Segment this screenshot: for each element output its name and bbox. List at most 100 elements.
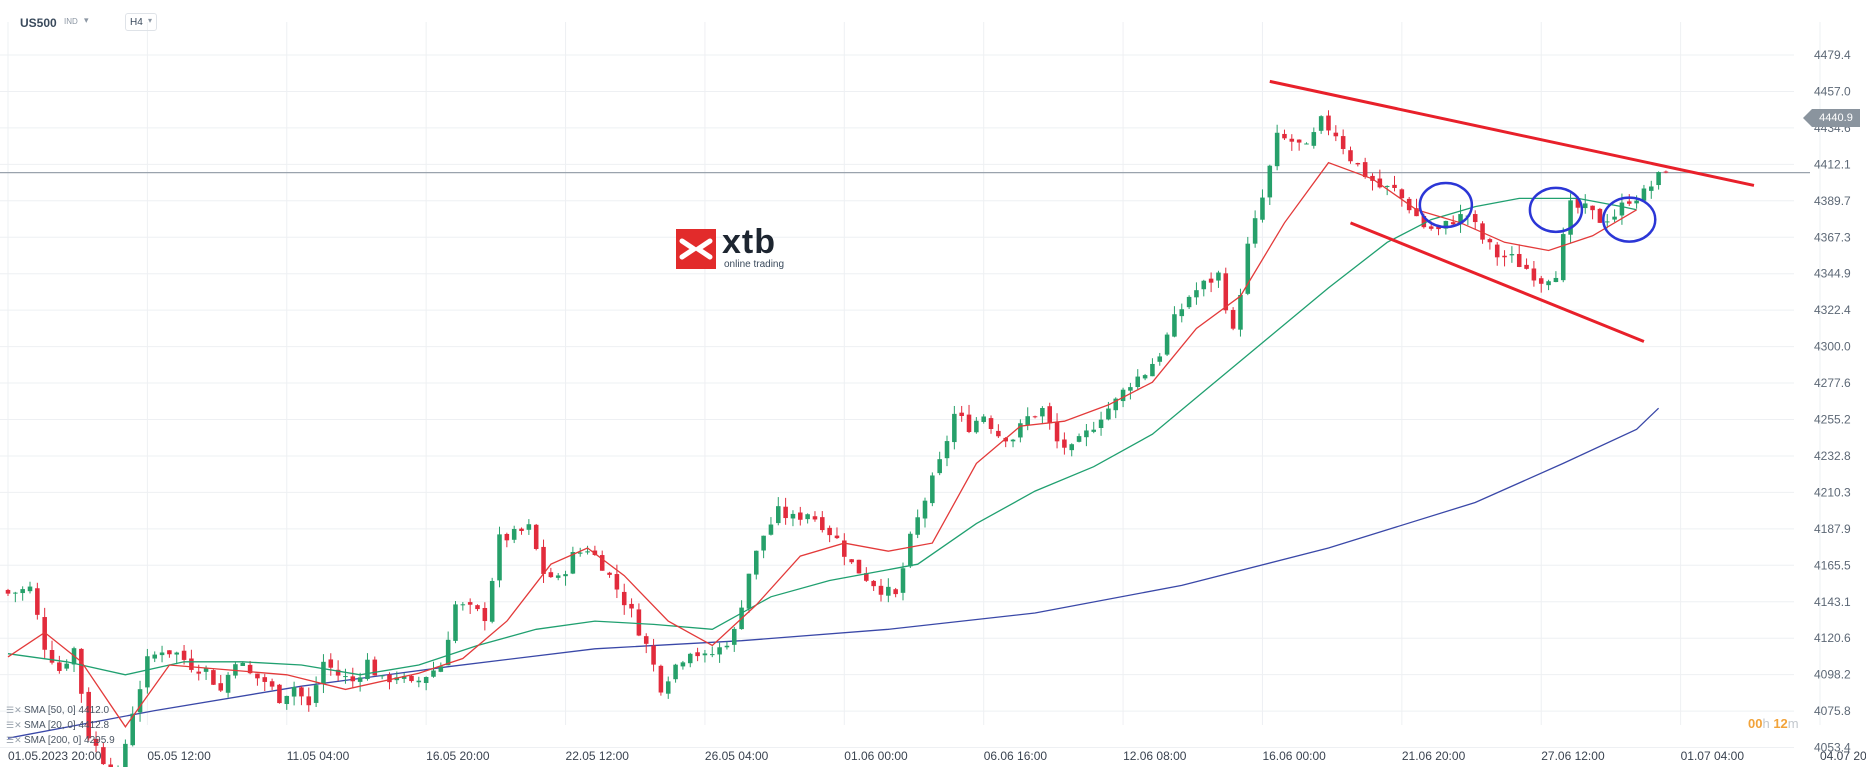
candle-body (240, 662, 246, 666)
candle-body (482, 607, 488, 622)
candle-body (651, 645, 656, 665)
candle-body (1135, 376, 1141, 388)
candle-body (1575, 198, 1581, 208)
candle-body (247, 664, 253, 674)
candle-body (643, 636, 649, 644)
candle-body (1480, 223, 1485, 240)
candle-body (614, 574, 620, 590)
indicator-settings-icon[interactable]: ☰✕ (6, 735, 22, 745)
circle-annotation[interactable] (1602, 196, 1657, 243)
candle-body (1362, 162, 1368, 178)
price-axis[interactable]: 4479.44457.04434.64412.14389.74367.34344… (1814, 48, 1851, 755)
time-axis[interactable]: 01.05.2023 20:00 05.05 12:00 11.05 04:00 16… (8, 749, 1866, 763)
candle-body (335, 669, 341, 676)
x-tick-label: 04.07 20:00 (1820, 749, 1866, 763)
candle-body (1443, 220, 1449, 229)
legend-sma50[interactable]: ☰✕ SMA [50, 0] 4412.0 (6, 705, 110, 716)
candle-body (959, 412, 964, 417)
candle-body (1553, 277, 1559, 283)
candle-body (291, 686, 297, 697)
y-tick-label: 4075.8 (1814, 704, 1851, 718)
candle-body (497, 534, 502, 581)
candle-body (1062, 439, 1067, 448)
candle-body (526, 524, 532, 530)
candle-body (1164, 334, 1170, 355)
candle-body (431, 670, 436, 677)
xtb-logo: xtb online trading (676, 223, 800, 270)
y-tick-label: 4412.1 (1814, 157, 1851, 171)
candle-body (1267, 165, 1273, 198)
candle-body (467, 602, 473, 605)
candle-body (86, 691, 91, 739)
y-tick-label: 4143.1 (1814, 595, 1851, 609)
candle-body (167, 650, 172, 655)
candle-body (1216, 272, 1221, 281)
candle-body (1304, 143, 1309, 145)
candle-body (1208, 278, 1214, 283)
candle-body (438, 666, 444, 672)
candle-body (93, 738, 99, 746)
candle-body (1282, 133, 1287, 139)
sma200-layer (7, 407, 1660, 739)
legend-sma200[interactable]: ☰✕ SMA [200, 0] 4295.9 (6, 735, 115, 746)
candle-body (834, 535, 840, 539)
candle-body (174, 652, 180, 655)
candle-body (475, 605, 480, 610)
drawing-layer[interactable] (1269, 79, 1755, 343)
candle-body (1604, 221, 1610, 223)
candle-body (409, 675, 414, 682)
candle-body (1641, 188, 1647, 201)
circle-annotation[interactable] (1418, 181, 1474, 229)
chevron-down-icon[interactable]: ▾ (84, 15, 89, 25)
candle-body (137, 689, 143, 713)
indicator-settings-icon[interactable]: ☰✕ (6, 705, 22, 715)
x-tick-label: 01.06 00:00 (844, 749, 908, 763)
candle-body (1450, 222, 1456, 225)
candle-body (145, 656, 150, 688)
candle-body (1150, 363, 1155, 377)
candle-body (189, 658, 194, 670)
candle-body (1524, 264, 1529, 269)
candle-body (1597, 208, 1603, 223)
trendline[interactable] (1349, 221, 1645, 343)
candle-body (262, 677, 268, 682)
x-tick-label: 22.05 12:00 (566, 749, 630, 763)
y-tick-label: 4300.0 (1814, 340, 1851, 354)
legend-sma20[interactable]: ☰✕ SMA [20, 0] 4412.8 (6, 720, 110, 731)
candle-body (1663, 171, 1669, 173)
candle-body (599, 555, 605, 571)
candle-body (1458, 214, 1463, 225)
candle-body (1296, 139, 1302, 143)
x-tick-label: 16.06 00:00 (1262, 749, 1326, 763)
candle-body (629, 603, 634, 609)
candle-body (533, 524, 539, 549)
circle-annotation[interactable] (1528, 186, 1584, 234)
candle-body (1238, 294, 1243, 330)
candle-body (1428, 226, 1434, 229)
candle-body (776, 506, 781, 524)
candle-body (1414, 208, 1419, 217)
candle-body (203, 667, 209, 672)
candle-body (504, 533, 510, 541)
symbol-label[interactable]: US500 (20, 16, 57, 30)
candle-body (1531, 268, 1537, 281)
candle-body (1230, 309, 1236, 329)
timeframe-select[interactable]: H4 ▾ (125, 13, 157, 31)
candle-body (1612, 216, 1617, 220)
candle-body (1069, 444, 1074, 451)
candle-body (1128, 387, 1133, 391)
trendline[interactable] (1269, 79, 1755, 187)
candle-body (1656, 172, 1661, 186)
candle-body (636, 609, 642, 636)
x-tick-label: 05.05 12:00 (147, 749, 211, 763)
y-tick-label: 4344.9 (1814, 267, 1851, 281)
y-tick-label: 4479.4 (1814, 48, 1851, 62)
indicator-settings-icon[interactable]: ☰✕ (6, 720, 22, 730)
candle-body (57, 662, 62, 671)
candle-body (1201, 280, 1207, 290)
last-price-label: 4440.9 (1803, 109, 1860, 127)
candle-body (1311, 132, 1317, 146)
indicator-legend: ☰✕ SMA [50, 0] 4412.0 ☰✕ SMA [20, 0] 4412.… (6, 703, 115, 748)
candle-body (64, 663, 69, 669)
